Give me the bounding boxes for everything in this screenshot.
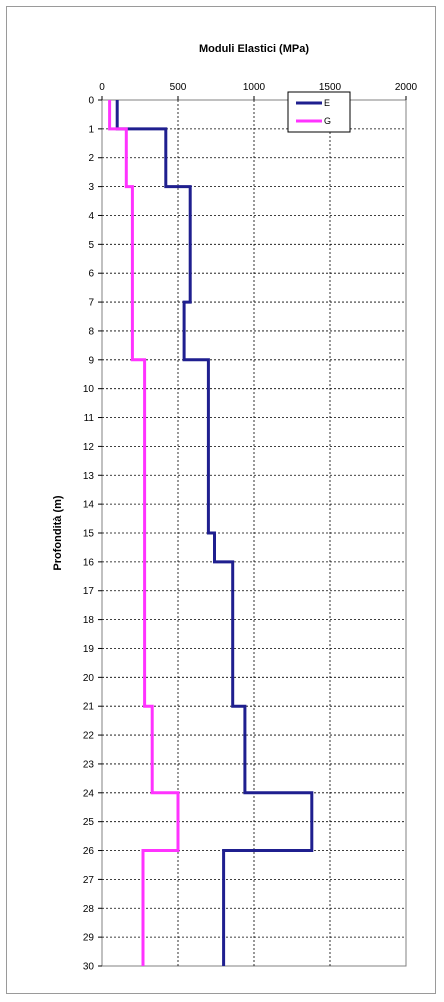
- y-tick-label: 17: [83, 586, 95, 597]
- y-tick-label: 6: [88, 269, 94, 280]
- y-tick-label: 22: [83, 731, 95, 742]
- y-tick-label: 4: [88, 211, 94, 222]
- series-line-e: [115, 100, 314, 966]
- x-tick-label: 1500: [319, 82, 342, 93]
- x-tick-label: 0: [99, 82, 105, 93]
- legend: EG: [287, 91, 351, 133]
- y-tick-label: 18: [83, 615, 95, 626]
- y-tick-label: 29: [83, 933, 95, 944]
- y-tick-label: 0: [88, 96, 94, 107]
- y-tick-label: 20: [83, 673, 95, 684]
- y-tick-label: 25: [83, 817, 95, 828]
- y-tick-label: 3: [88, 182, 94, 193]
- legend-label: G: [324, 116, 331, 126]
- y-tick-label: 10: [83, 384, 95, 395]
- series-line-g: [108, 100, 180, 966]
- y-tick-label: 8: [88, 326, 94, 337]
- x-tick-label: 2000: [395, 82, 418, 93]
- y-tick-label: 30: [83, 962, 95, 973]
- y-tick-label: 24: [83, 788, 95, 799]
- y-tick-label: 16: [83, 557, 95, 568]
- y-tick-label: 14: [83, 500, 95, 511]
- y-tick-label: 21: [83, 702, 95, 713]
- chart-title: Moduli Elastici (MPa): [199, 43, 309, 55]
- plot-area: 0123456789101112131415161718192021222324…: [83, 82, 418, 973]
- y-tick-label: 11: [84, 413, 95, 424]
- y-tick-label: 15: [83, 529, 95, 540]
- y-tick-label: 28: [83, 904, 95, 915]
- y-tick-label: 23: [83, 759, 95, 770]
- y-tick-label: 2: [88, 153, 94, 164]
- y-tick-label: 7: [88, 298, 94, 309]
- x-tick-label: 1000: [243, 82, 266, 93]
- y-tick-label: 9: [88, 355, 94, 366]
- y-tick-label: 13: [83, 471, 95, 482]
- legend-box: [287, 91, 351, 133]
- y-tick-label: 5: [88, 240, 94, 251]
- x-tick-label: 500: [170, 82, 187, 93]
- y-axis-label: Profondità (m): [52, 495, 64, 570]
- y-tick-label: 1: [88, 124, 94, 135]
- legend-label: E: [324, 98, 330, 108]
- y-tick-label: 12: [83, 442, 95, 453]
- y-tick-label: 19: [83, 644, 95, 655]
- y-tick-label: 27: [83, 875, 95, 886]
- y-tick-label: 26: [83, 846, 95, 857]
